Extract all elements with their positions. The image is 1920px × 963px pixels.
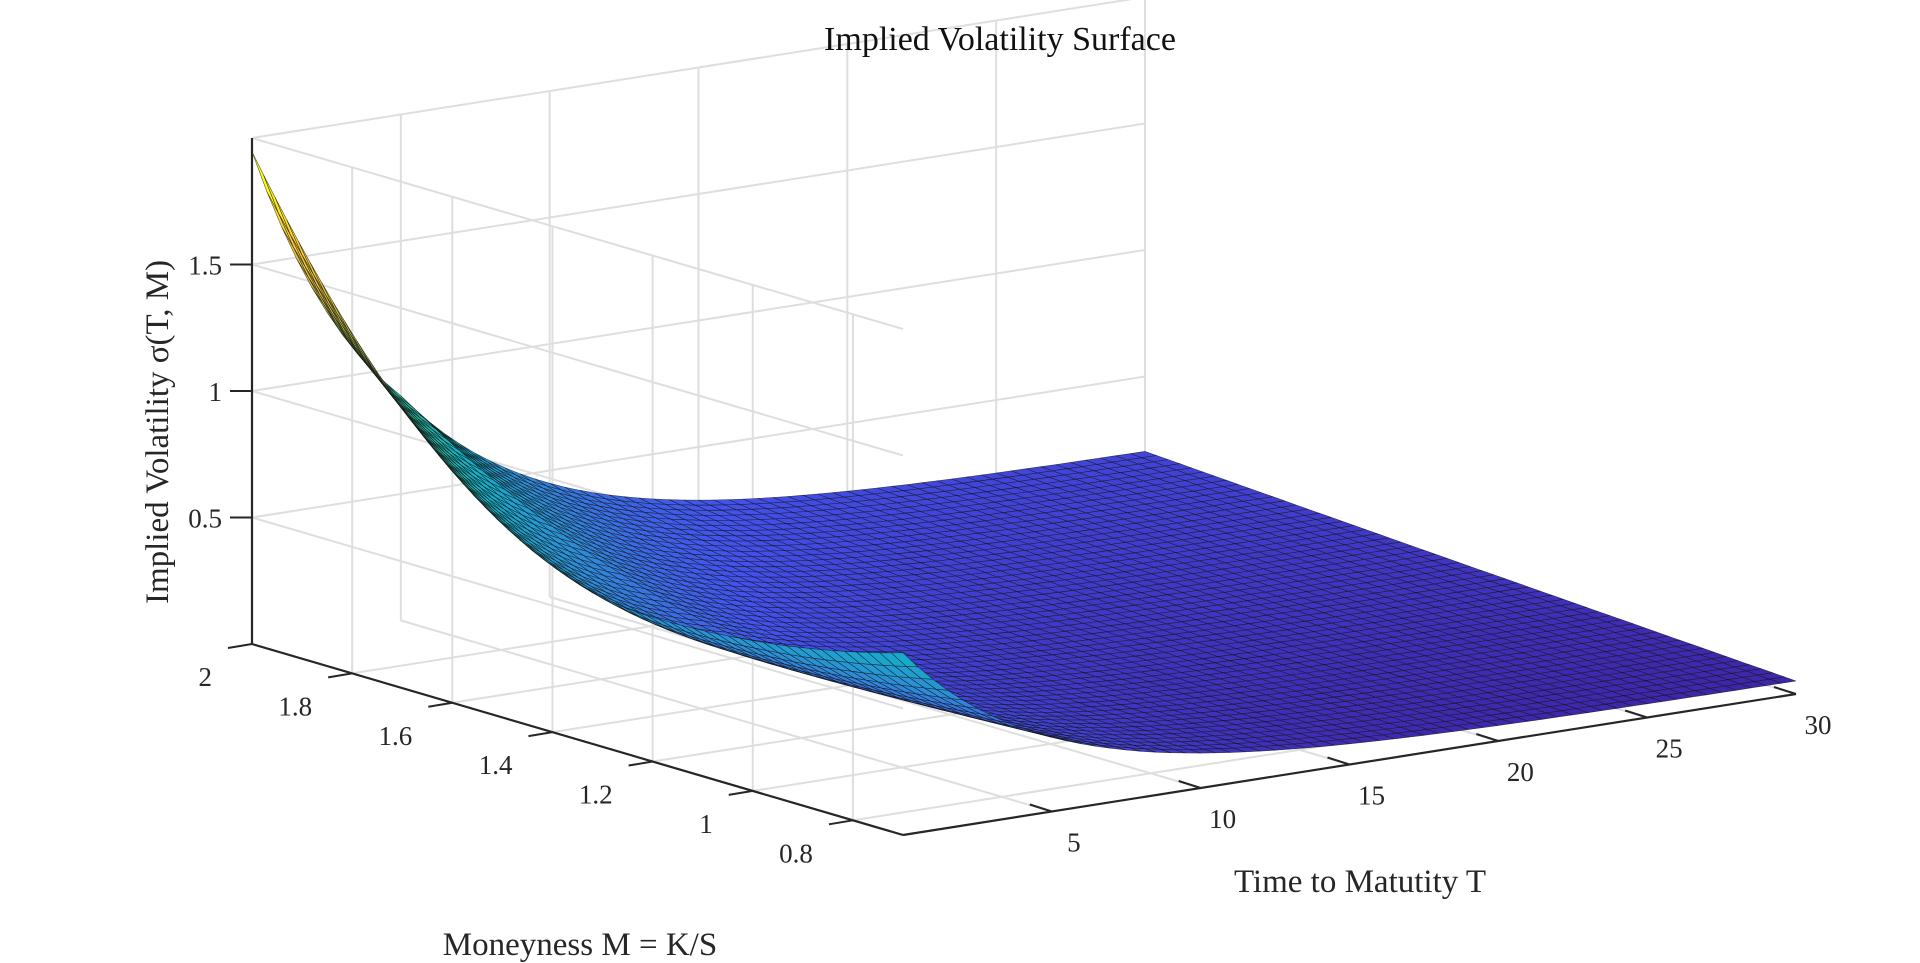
surface-facet [890, 652, 919, 668]
y-tick-mark-2 [227, 643, 253, 649]
back-wall-grid-line-z1.5 [251, 122, 1146, 266]
y-tick-label-1.6: 1.6 [379, 721, 413, 751]
back-wall-grid-line-z2 [251, 0, 1133, 139]
y-tick-mark-1.8 [327, 672, 353, 679]
y-tick-mark-1.2 [628, 760, 653, 767]
back-wall-grid-line-z0.5 [251, 375, 1146, 519]
surface-facet [263, 174, 291, 235]
left-wall-grid-line-z2 [251, 137, 904, 330]
y-tick-mark-1.4 [528, 731, 553, 738]
x-tick-mark-5 [1029, 803, 1053, 813]
y-tick-label-2: 2 [199, 662, 213, 692]
y-tick-label-1.2: 1.2 [579, 780, 613, 810]
x-tick-mark-15 [1327, 756, 1350, 766]
surface-facet [251, 151, 279, 214]
surface-facet [275, 197, 303, 255]
z-tick-label-0.5: 0.5 [188, 504, 222, 534]
x-tick-label-10: 10 [1209, 804, 1236, 834]
x-tick-mark-10 [1178, 780, 1201, 789]
z-tick-label-1: 1 [209, 377, 223, 407]
x-tick-mark-20 [1476, 733, 1499, 742]
x-tick-mark-30 [1773, 686, 1797, 695]
y-tick-label-1.8: 1.8 [278, 691, 312, 721]
y-tick-label-1.4: 1.4 [479, 750, 513, 780]
chart-title: Implied Volatility Surface [824, 21, 1176, 58]
x-tick-label-30: 30 [1805, 710, 1832, 740]
z-axis-label: Implied Volatility σ(T, M) [140, 260, 176, 604]
back-wall-grid-line-z1 [251, 249, 1146, 392]
y-tick-label-1: 1 [699, 809, 713, 839]
y-tick-mark-1 [728, 789, 753, 796]
left-wall-grid-line-z1.5 [251, 263, 904, 457]
surface-layer [251, 151, 1797, 754]
left-wall-grid-line-z0.5 [251, 516, 904, 710]
x-tick-label-25: 25 [1656, 734, 1683, 764]
y-tick-mark-1.6 [428, 701, 453, 708]
y-tick-label-0.8: 0.8 [779, 838, 813, 868]
y-tick-mark-0.8 [828, 819, 854, 826]
ticks-layer: 5 10 15 20 25 30 0.8 1 1.2 1.4 1.6 1.8 2 0.5 1 1.5 [188, 251, 1831, 869]
x-tick-label-15: 15 [1358, 781, 1385, 811]
floor-grid-line-t5 [400, 619, 1053, 813]
x-tick-label-20: 20 [1507, 757, 1534, 787]
x-tick-mark-25 [1624, 709, 1648, 719]
y-axis-label: Moneyness M = K/S [443, 927, 717, 963]
x-tick-label-5: 5 [1067, 828, 1081, 858]
y-axis-line [251, 642, 904, 837]
surface-facet [266, 191, 294, 248]
z-tick-label-1.5: 1.5 [188, 251, 222, 281]
x-axis-label: Time to Matutity T [1234, 864, 1486, 900]
